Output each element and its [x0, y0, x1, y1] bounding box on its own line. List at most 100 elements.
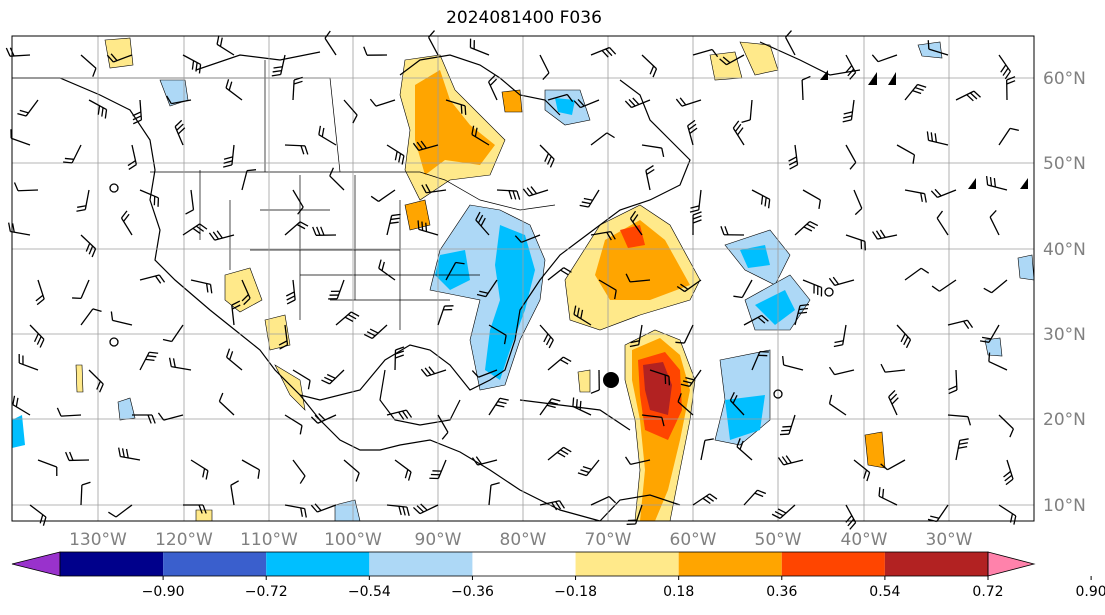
wind-barb-flag — [490, 482, 500, 486]
wind-barb-flag — [781, 429, 791, 432]
wind-barb-flag — [225, 348, 231, 358]
wind-barb-flag — [300, 507, 303, 517]
lon-label: 100°W — [324, 530, 382, 550]
wind-barb-flag — [285, 291, 295, 297]
colorbar-box — [369, 552, 473, 576]
wind-barb-flag — [230, 480, 239, 486]
wind-barb-flag — [1000, 64, 1007, 73]
wind-barb-flag — [223, 164, 233, 168]
wind-barb-flag — [606, 231, 612, 241]
wind-barb-flag — [732, 394, 738, 404]
wind-barb — [80, 308, 94, 326]
wind-barb-flag — [475, 456, 483, 465]
wind-barb-flag — [395, 346, 405, 351]
wind-barb-flag — [580, 469, 590, 474]
wind-barb-flag — [781, 456, 789, 465]
wind-barb-flag — [924, 193, 927, 203]
wind-barb-flag — [297, 206, 304, 215]
wind-barb — [829, 403, 847, 416]
colorbar-tick-label: −0.72 — [245, 584, 288, 600]
wind-barb-flag — [378, 259, 382, 269]
wind-barb — [590, 495, 610, 506]
wind-barb — [834, 369, 855, 376]
wind-barb-flag — [920, 267, 930, 274]
wind-barb — [904, 267, 922, 281]
wind-barb-flag — [108, 511, 117, 518]
wind-barb-flag — [316, 226, 321, 236]
wind-barb-flag — [293, 80, 303, 85]
wind-barb-flag — [903, 336, 909, 346]
wind-barb-flag — [777, 457, 785, 466]
wind-barb-flag — [428, 366, 436, 375]
wind-barb — [630, 459, 651, 466]
wind-barb-flag — [394, 151, 398, 161]
wind-barb-flag — [522, 188, 530, 197]
wind-barb-flag — [489, 78, 498, 86]
wind-barb-flag — [202, 504, 207, 514]
wind-barb-flag — [719, 58, 727, 66]
wind-barb-flag — [789, 164, 798, 170]
wind-barb-flag — [875, 230, 882, 239]
wind-barb-flag — [764, 197, 767, 207]
wind-barb-flag — [172, 358, 176, 368]
wind-barb-flag — [304, 145, 309, 155]
lon-label: 60°W — [670, 530, 717, 550]
lon-label: 70°W — [585, 530, 632, 550]
wind-barb — [641, 414, 662, 419]
wind-barb — [218, 400, 235, 416]
wind-barb-flag — [680, 283, 689, 290]
wind-barb-flag — [471, 370, 479, 378]
wind-barb — [947, 414, 968, 418]
wind-barb-flag — [420, 140, 427, 149]
wind-barb-flag — [606, 132, 615, 139]
wind-barb-flag — [973, 90, 981, 98]
wind-barb — [37, 459, 57, 468]
wind-barb-flag — [314, 414, 322, 423]
wind-barb-flag — [33, 333, 39, 343]
wind-barb-flag — [326, 373, 336, 379]
wind-barb-flag — [927, 40, 930, 50]
wind-barb-flag — [243, 297, 251, 306]
wind-barb-flag — [257, 469, 261, 479]
wind-barb-flag — [370, 195, 379, 202]
wind-barb-flag — [229, 351, 234, 360]
wind-barb-flag — [675, 341, 685, 344]
wind-barb-flag — [404, 469, 409, 479]
wind-barb-flag — [958, 442, 968, 445]
colorbar-box — [163, 552, 267, 576]
wind-barb-flag — [425, 222, 428, 232]
wind-barb — [10, 137, 31, 146]
colorbar-tick-label: −0.36 — [451, 584, 494, 600]
wind-barb-flag — [413, 506, 421, 515]
wind-barb-flag — [989, 177, 993, 187]
lat-label: 20°N — [1043, 410, 1086, 430]
lat-label: 40°N — [1043, 240, 1086, 260]
wind-barb — [928, 48, 949, 56]
wind-barb — [598, 279, 617, 291]
wind-barb-flag — [573, 100, 581, 109]
wind-barb-flag — [777, 508, 787, 514]
wind-barb-flag — [231, 300, 241, 306]
wind-barb-flag — [99, 383, 104, 393]
wind-barb-flag — [577, 99, 585, 107]
wind-barb-flag — [406, 506, 410, 516]
wind-barb-flag — [1004, 474, 1013, 482]
wind-barb-flag — [579, 400, 582, 410]
wind-barb-flag — [64, 157, 74, 160]
wind-barb-flag — [228, 81, 233, 91]
lon-label: 120°W — [155, 530, 213, 550]
wind-barb-flag — [709, 493, 718, 500]
wind-barb-flag — [969, 92, 978, 100]
wind-barb — [784, 37, 796, 56]
wind-barb-flag — [296, 223, 306, 230]
wind-barb-flag — [549, 401, 559, 405]
wind-barb-flag — [154, 275, 162, 284]
wind-barb-flag — [803, 226, 813, 232]
wind-barb — [989, 216, 1000, 236]
wind-barb-flag — [845, 65, 853, 73]
wind-barb-flag — [661, 147, 665, 157]
colorbar-tick-label: −0.54 — [348, 584, 391, 600]
wind-barb-flag — [988, 352, 991, 362]
wind-barb-flag — [366, 331, 376, 337]
wind-barb-flag — [279, 344, 288, 350]
